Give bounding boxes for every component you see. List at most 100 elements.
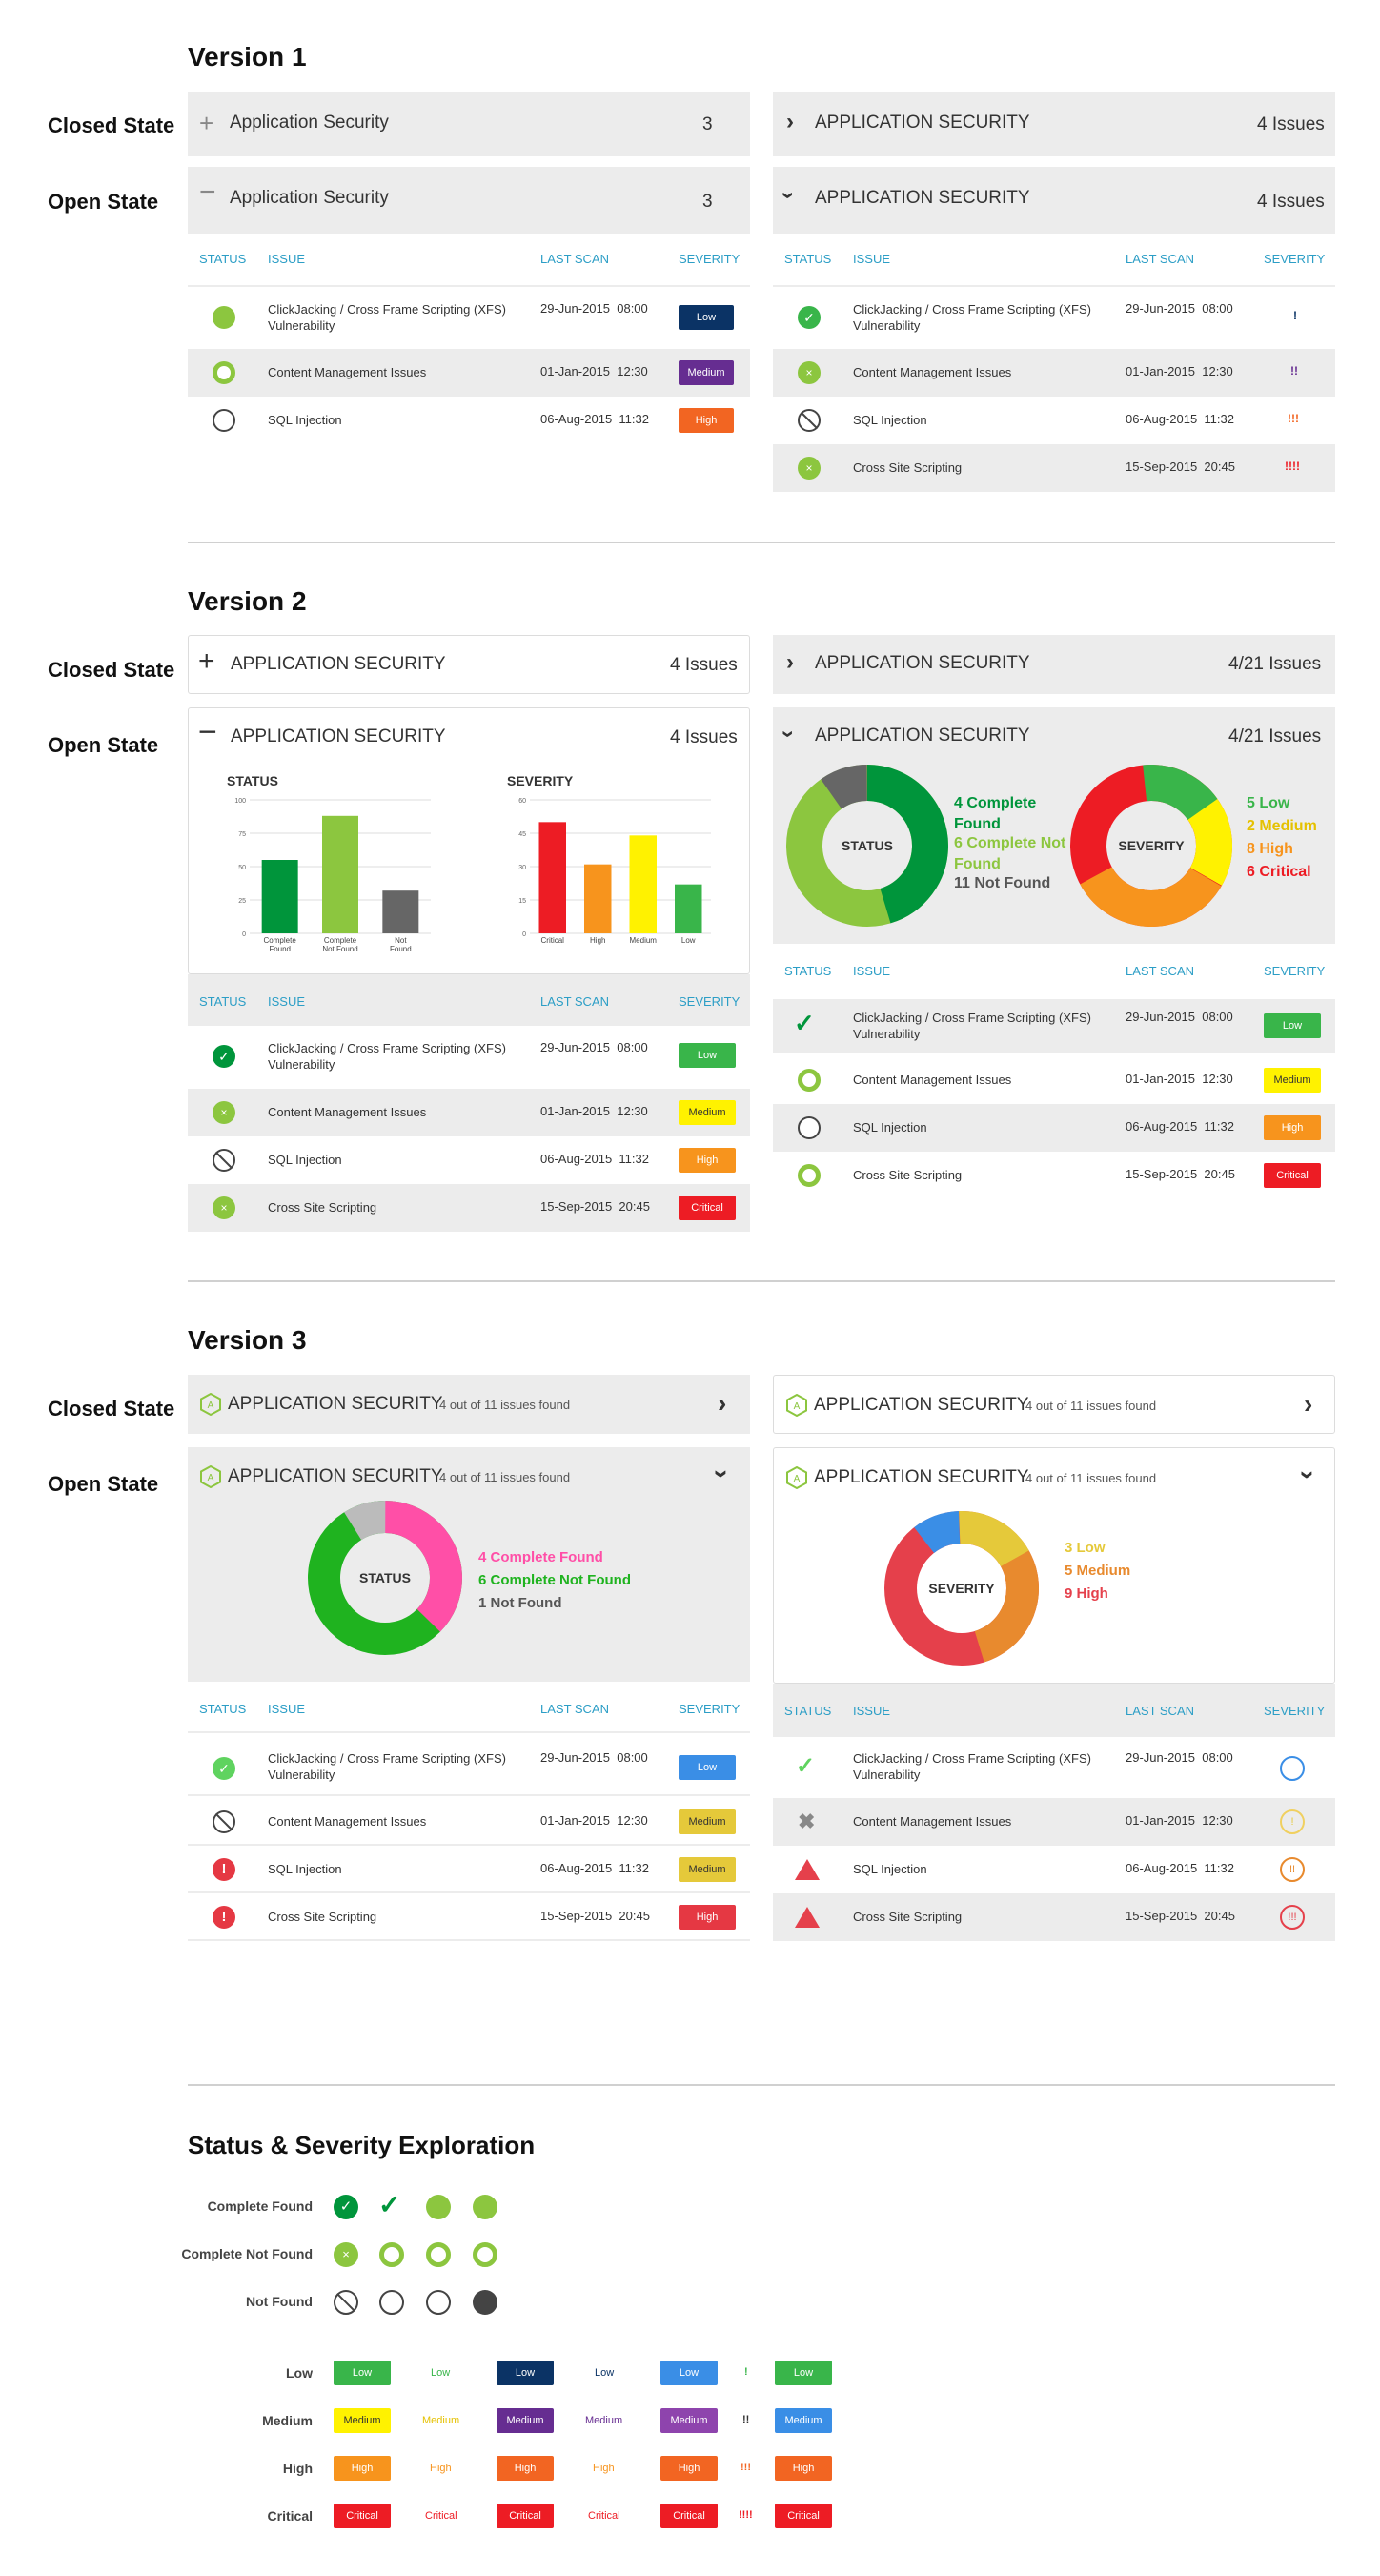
status-donut-chart: STATUS xyxy=(308,1501,462,1655)
issue-name: Content Management Issues xyxy=(268,365,427,379)
v3-left-closed-panel[interactable]: A APPLICATION SECURITY 4 out of 11 issue… xyxy=(188,1375,750,1434)
x-tick-label: Not Found xyxy=(322,945,357,953)
v2-left-open-panel[interactable]: − APPLICATION SECURITY 4 Issues STATUS S… xyxy=(188,707,750,974)
v1-right-open-panel[interactable]: › APPLICATION SECURITY 4 Issues xyxy=(773,167,1335,232)
bar xyxy=(261,860,298,933)
last-scan-date: 01-Jan-2015 12:30 xyxy=(540,1104,648,1118)
x-tick-label: Complete xyxy=(264,936,297,945)
table-row[interactable]: Cross Site Scripting 15-Sep-2015 20:45 !… xyxy=(773,1893,1335,1941)
severity-exclaim: !!!! xyxy=(1285,460,1300,473)
x-tick-label: Found xyxy=(390,945,412,953)
table-row[interactable]: × Content Management Issues 01-Jan-2015 … xyxy=(188,1089,750,1136)
last-scan-date: 01-Jan-2015 12:30 xyxy=(540,364,648,378)
severity-text: Critical xyxy=(425,2510,457,2522)
divider xyxy=(188,2084,1335,2086)
table-row[interactable]: SQL Injection 06-Aug-2015 11:32 High xyxy=(188,1136,750,1184)
v1-left-open-panel[interactable]: − Application Security 3 xyxy=(188,167,750,232)
v2-right-open-panel[interactable]: › APPLICATION SECURITY 4/21 Issues STATU… xyxy=(773,707,1335,944)
panel-title: APPLICATION SECURITY xyxy=(815,188,1030,208)
chevron-right-icon[interactable]: › xyxy=(1304,1389,1313,1419)
table-row[interactable]: Content Management Issues 01-Jan-2015 12… xyxy=(773,1056,1335,1104)
complete-found-icon xyxy=(213,306,235,329)
v1-left-closed-panel[interactable]: + Application Security 3 xyxy=(188,92,750,156)
last-scan-date: 15-Sep-2015 20:45 xyxy=(540,1909,650,1923)
panel-title: APPLICATION SECURITY xyxy=(815,112,1030,133)
table-row[interactable]: × Content Management Issues 01-Jan-2015 … xyxy=(773,349,1335,397)
col-last-scan: LAST SCAN xyxy=(1126,964,1195,978)
status-chart-title: STATUS xyxy=(227,773,278,788)
warning-triangle-icon xyxy=(795,1859,820,1880)
col-severity: SEVERITY xyxy=(1264,252,1326,266)
last-scan-date: 15-Sep-2015 20:45 xyxy=(1126,1909,1235,1923)
plus-icon: + xyxy=(198,645,215,677)
chevron-right-icon[interactable]: › xyxy=(718,1388,727,1418)
check-icon: ✓ xyxy=(796,1753,816,1779)
table-row[interactable]: SQL Injection 06-Aug-2015 11:32 High xyxy=(188,397,750,444)
col-issue: ISSUE xyxy=(853,1704,891,1718)
table-row[interactable]: × Cross Site Scripting 15-Sep-2015 20:45… xyxy=(188,1184,750,1232)
last-scan-date: 29-Jun-2015 08:00 xyxy=(540,1040,648,1054)
table-row[interactable]: × Cross Site Scripting 15-Sep-2015 20:45… xyxy=(773,444,1335,492)
table-row[interactable]: ✓ ClickJacking / Cross Frame Scripting (… xyxy=(188,1030,750,1083)
issue-name: ClickJacking / Cross Frame Scripting (XF… xyxy=(853,302,1091,333)
check-icon: ✓ xyxy=(334,2195,358,2219)
y-tick-label: 25 xyxy=(238,898,246,905)
issue-name: Cross Site Scripting xyxy=(268,1910,377,1924)
legend-low: 3 Low xyxy=(1065,1540,1106,1556)
chevron-down-icon[interactable]: › xyxy=(707,1469,738,1479)
table-row[interactable]: ✓ ClickJacking / Cross Frame Scripting (… xyxy=(773,999,1335,1053)
complete-not-found-icon xyxy=(379,2242,404,2267)
v2-left-closed-panel[interactable]: + APPLICATION SECURITY 4 Issues xyxy=(188,635,750,694)
last-scan-date: 06-Aug-2015 11:32 xyxy=(540,1152,649,1166)
severity-exclaim: !! xyxy=(1290,364,1298,378)
table-row[interactable]: ClickJacking / Cross Frame Scripting (XF… xyxy=(188,292,750,345)
v3-right-closed-panel[interactable]: A APPLICATION SECURITY 4 out of 11 issue… xyxy=(773,1375,1335,1434)
y-tick-label: 0 xyxy=(242,931,246,938)
issue-name: Content Management Issues xyxy=(853,1814,1012,1829)
panel-subtitle: 4 out of 11 issues found xyxy=(439,1398,571,1412)
table-row[interactable]: ✓ ClickJacking / Cross Frame Scripting (… xyxy=(773,1743,1335,1796)
table-row[interactable]: ! Cross Site Scripting 15-Sep-2015 20:45… xyxy=(188,1893,750,1941)
closed-state-label: Closed State xyxy=(48,658,175,682)
v2-right-closed-panel[interactable]: › APPLICATION SECURITY 4/21 Issues xyxy=(773,635,1335,694)
complete-not-found-icon xyxy=(798,1069,821,1092)
severity-donut-chart: SEVERITY xyxy=(884,1511,1039,1666)
table-row[interactable]: SQL Injection 06-Aug-2015 11:32 High xyxy=(773,1104,1335,1152)
table-row[interactable]: Content Management Issues 01-Jan-2015 12… xyxy=(188,349,750,397)
col-last-scan: LAST SCAN xyxy=(1126,252,1195,266)
table-row[interactable]: ! SQL Injection 06-Aug-2015 11:32 Medium xyxy=(188,1846,750,1893)
v3-left-open-panel[interactable]: A APPLICATION SECURITY 4 out of 11 issue… xyxy=(188,1447,750,1682)
no-entry-icon xyxy=(213,1810,235,1833)
table-row[interactable]: SQL Injection 06-Aug-2015 11:32 !! xyxy=(773,1846,1335,1893)
svg-text:STATUS: STATUS xyxy=(359,1570,411,1585)
v1-right-table-header: STATUS ISSUE LAST SCAN SEVERITY xyxy=(773,234,1335,285)
table-row[interactable]: ✓ ClickJacking / Cross Frame Scripting (… xyxy=(188,1743,750,1796)
severity-badge: Medium xyxy=(334,2408,391,2433)
chevron-down-icon[interactable]: › xyxy=(1293,1470,1324,1480)
table-row[interactable]: SQL Injection 06-Aug-2015 11:32 !!! xyxy=(773,397,1335,444)
last-scan-date: 29-Jun-2015 08:00 xyxy=(1126,1750,1233,1765)
severity-badge: Critical xyxy=(1264,1163,1321,1188)
col-status: STATUS xyxy=(784,1704,832,1718)
severity-badge: Low xyxy=(775,2361,832,2385)
version-3-title: Version 3 xyxy=(188,1325,307,1355)
last-scan-date: 06-Aug-2015 11:32 xyxy=(1126,1861,1234,1875)
severity-badge: Low xyxy=(679,305,734,330)
severity-badge: Medium xyxy=(679,360,734,385)
v3-right-open-panel[interactable]: A APPLICATION SECURITY 4 out of 11 issue… xyxy=(773,1447,1335,1684)
panel-title: APPLICATION SECURITY xyxy=(228,1394,443,1414)
table-row[interactable]: ✓ ClickJacking / Cross Frame Scripting (… xyxy=(773,292,1335,345)
v1-right-closed-panel[interactable]: › APPLICATION SECURITY 4 Issues xyxy=(773,92,1335,156)
x-tick-label: Not xyxy=(395,936,407,945)
col-severity: SEVERITY xyxy=(679,994,741,1009)
app-hex-icon: A xyxy=(200,1465,221,1488)
table-row[interactable]: Content Management Issues 01-Jan-2015 12… xyxy=(188,1798,750,1846)
legend-critical: 6 Critical xyxy=(1247,864,1311,880)
table-row[interactable]: Cross Site Scripting 15-Sep-2015 20:45 C… xyxy=(773,1152,1335,1199)
issue-name: ClickJacking / Cross Frame Scripting (XF… xyxy=(268,302,506,333)
table-row[interactable]: ✖ Content Management Issues 01-Jan-2015 … xyxy=(773,1798,1335,1846)
severity-badge: High xyxy=(497,2456,554,2481)
panel-title: Application Security xyxy=(230,112,389,133)
bar xyxy=(382,890,419,933)
severity-high-icon: !! xyxy=(1280,1857,1305,1882)
